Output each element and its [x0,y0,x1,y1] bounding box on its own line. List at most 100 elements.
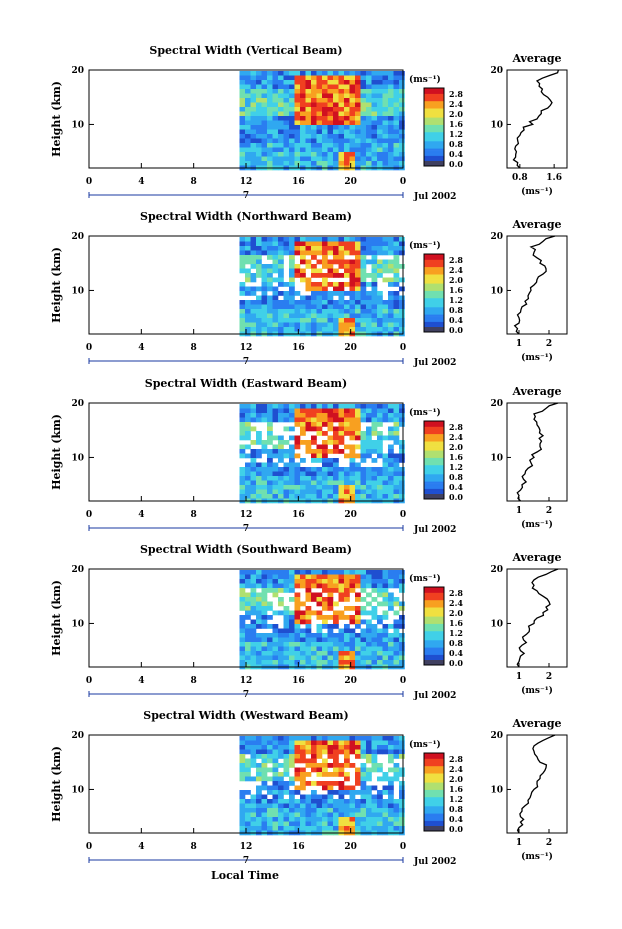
heatmap-cell [333,120,339,126]
heatmap-cell [360,749,367,755]
colorbar-segment [424,481,444,484]
colorbar-segment [424,150,444,153]
average-x-tick-label: 1.6 [546,173,562,183]
heatmap-cell [344,134,350,139]
heatmap-cell [338,772,345,777]
heatmap-cell [349,642,356,647]
heatmap-cell [278,147,284,153]
heatmap-cell [245,826,251,831]
heatmap-cell [338,426,345,432]
heatmap-cell [245,304,251,310]
heatmap-cell [349,156,356,162]
heatmap-cell [256,736,262,741]
colorbar-segment [424,610,444,613]
heatmap-cell [316,273,323,278]
heatmap-cell [349,161,356,166]
heatmap-cell [250,740,257,746]
average-title: Average [511,717,561,730]
heatmap-cell [355,93,361,99]
colorbar-unit: (ms⁻¹) [409,573,441,584]
heatmap-cell [382,821,389,827]
heatmap-cell [283,817,290,822]
heatmap-cell [366,660,372,665]
heatmap-cell [256,318,262,323]
heatmap-cell [360,152,367,157]
heatmap-cell [382,615,389,620]
heatmap-cell [250,601,257,607]
heatmap-cell [316,476,323,481]
heatmap-cell [371,785,378,791]
heatmap-cell [245,633,251,638]
average-y-tick-label: 10 [490,286,503,296]
heatmap-cell [267,152,273,157]
heatmap-cell [278,574,284,580]
heatmap-cell [327,89,334,94]
heatmap-cell [371,107,378,112]
heatmap-cell [300,134,306,139]
heatmap-cell [333,471,339,477]
heatmap-cell [382,610,389,616]
heatmap-cell [294,826,301,831]
heatmap-cell [349,606,356,611]
heatmap-cell [338,637,345,643]
heatmap-cell [267,601,273,607]
colorbar-segment [424,146,444,149]
x-tick-label: 0 [86,177,92,187]
heatmap-cell [256,449,262,454]
heatmap-cell [311,494,317,499]
heatmap-cell [289,758,295,764]
colorbar-segment [424,139,444,142]
heatmap-cell [311,637,317,643]
heatmap-cell [360,745,367,750]
heatmap-cell [333,75,339,81]
heatmap-cell [305,282,312,287]
heatmap-cell [239,794,246,800]
heatmap-cell [322,781,328,786]
colorbar-segment [424,453,444,457]
heatmap-cell [360,309,367,314]
heatmap-cell [382,651,389,656]
heatmap-cell [360,453,367,459]
heatmap-cell [294,116,301,121]
heatmap-cell [239,570,246,575]
heatmap-cell [377,588,383,593]
heatmap-cell [366,413,372,418]
colorbar-segment [424,261,444,264]
heatmap-cell [289,80,295,85]
heatmap-cell [278,790,284,795]
heatmap-cell [349,286,356,292]
heatmap-cell [388,277,394,283]
heatmap-cell [316,458,323,463]
heatmap-cell [355,250,361,256]
heatmap-cell [283,570,290,575]
colorbar-low-swatch [424,327,444,332]
heatmap-cell [316,579,323,584]
heatmap-cell [294,147,301,153]
heatmap-cell [289,309,295,314]
heatmap-cell [245,749,251,755]
heatmap-cell [349,417,356,423]
heatmap-cell [338,327,345,332]
heatmap-cell [311,790,317,795]
heatmap-cell [377,264,383,269]
heatmap-cell [382,264,389,269]
heatmap-cell [245,435,251,441]
heatmap-cell [245,408,251,414]
heatmap-cell [289,435,295,441]
x-tick-label: 4 [138,177,144,187]
date-label: Jul 2002 [413,358,456,368]
heatmap-cell [245,125,251,130]
heatmap-cell [305,422,312,427]
heatmap-cell [294,98,301,103]
heatmap-cell [382,655,389,661]
heatmap-cell [283,480,290,486]
heatmap-cell [305,309,312,314]
heatmap-cell [256,633,262,638]
heatmap-cell [382,80,389,85]
heatmap-cell [338,651,345,656]
heatmap-cell [382,790,389,795]
heatmap-cell [327,264,334,269]
heatmap-cell [305,624,312,629]
heatmap-cell [261,241,268,247]
x-tick-label: 0 [400,343,406,353]
